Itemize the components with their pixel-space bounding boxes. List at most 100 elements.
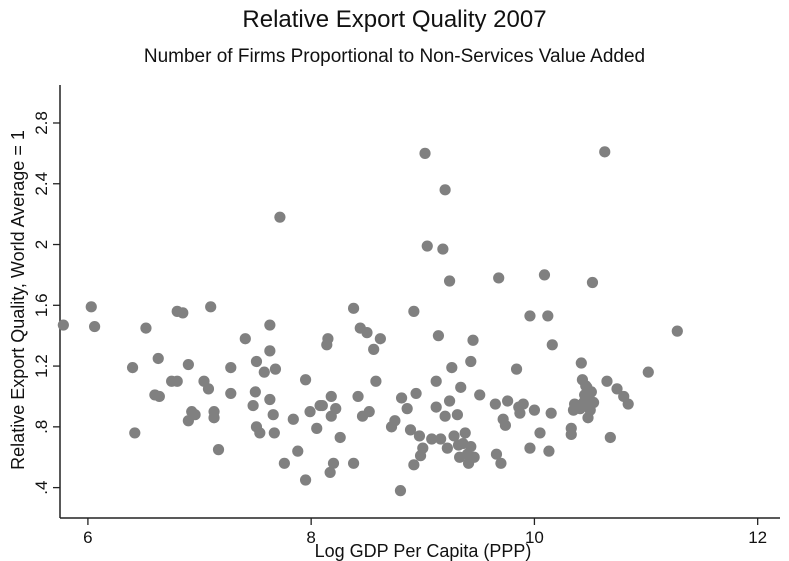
- data-point: [249, 386, 261, 398]
- data-point: [430, 401, 442, 413]
- data-point: [426, 433, 438, 445]
- data-point: [611, 383, 623, 395]
- data-point: [543, 445, 555, 457]
- data-point: [347, 457, 360, 469]
- data-point: [443, 275, 456, 287]
- data-point: [347, 302, 360, 314]
- data-point: [419, 147, 431, 159]
- data-point: [468, 451, 480, 463]
- data-point: [493, 272, 505, 284]
- data-point: [177, 307, 189, 319]
- data-point: [432, 330, 445, 342]
- data-point: [671, 325, 683, 337]
- data-point: [268, 427, 280, 439]
- data-point: [152, 352, 164, 365]
- data-point: [622, 398, 634, 410]
- data-point: [140, 322, 152, 334]
- data-point: [316, 399, 328, 412]
- data-point: [225, 387, 237, 400]
- data-point: [642, 366, 654, 378]
- data-point: [368, 343, 380, 355]
- data-point: [212, 444, 225, 456]
- data-point: [269, 363, 282, 375]
- data-point: [311, 422, 323, 434]
- data-point: [439, 184, 451, 196]
- y-axis-title: Relative Export Quality, World Average =…: [8, 130, 28, 470]
- data-point: [443, 395, 456, 407]
- data-point: [225, 361, 237, 374]
- data-point: [330, 403, 342, 415]
- data-point: [389, 415, 401, 427]
- data-point: [599, 146, 611, 158]
- data-point: [517, 398, 529, 410]
- data-point: [502, 395, 514, 407]
- data-point: [430, 375, 442, 387]
- data-point: [85, 301, 97, 313]
- data-point: [524, 442, 536, 454]
- data-point: [171, 375, 183, 387]
- data-point: [489, 398, 501, 410]
- data-point: [374, 333, 386, 345]
- data-point: [264, 393, 276, 406]
- data-point: [413, 430, 426, 442]
- y-tick-label: .8: [32, 420, 51, 434]
- data-point: [435, 433, 447, 445]
- data-point: [451, 409, 463, 421]
- data-point: [446, 361, 458, 374]
- data-point: [324, 466, 336, 479]
- data-point: [448, 430, 460, 442]
- data-point: [182, 358, 194, 371]
- data-point: [410, 387, 422, 400]
- y-tick-label: 2: [32, 240, 51, 249]
- data-point: [189, 409, 201, 421]
- data-point: [585, 386, 597, 398]
- data-point: [254, 427, 266, 439]
- data-point: [247, 399, 259, 412]
- data-point: [278, 457, 290, 469]
- data-point: [250, 355, 263, 368]
- ticks: 6 8 10 12 .4 .8 1.2 1.6 2 2.4 2.8: [32, 111, 767, 547]
- chart-title: Relative Export Quality 2007: [242, 6, 547, 33]
- x-tick-label: 8: [306, 528, 315, 547]
- data-point: [287, 413, 299, 425]
- data-point: [258, 366, 270, 378]
- data-point: [514, 407, 526, 419]
- data-point: [126, 361, 139, 374]
- data-point: [334, 431, 346, 444]
- data-point: [601, 375, 613, 387]
- data-point: [459, 427, 471, 439]
- data-point: [299, 374, 312, 386]
- data-point: [439, 410, 451, 422]
- data-point: [352, 390, 364, 403]
- data-point: [417, 442, 429, 454]
- data-point: [510, 363, 523, 375]
- data-point: [153, 390, 165, 403]
- y-tick-label: .4: [32, 481, 51, 495]
- data-point: [267, 409, 279, 421]
- data-point: [205, 301, 217, 313]
- data-point: [264, 345, 276, 357]
- data-point: [327, 457, 340, 469]
- data-point: [304, 406, 316, 418]
- data-point: [490, 448, 503, 460]
- data-point: [299, 474, 312, 486]
- y-tick-label: 1.6: [32, 293, 51, 317]
- y-tick-label: 1.2: [32, 354, 51, 378]
- data-point: [325, 390, 337, 403]
- data-point: [408, 305, 420, 317]
- y-tick-label: 2.8: [32, 111, 51, 135]
- data-point: [394, 485, 407, 497]
- y-tick-label: 2.4: [32, 172, 51, 196]
- data-point: [292, 445, 304, 457]
- data-point: [565, 428, 577, 441]
- data-point: [322, 333, 334, 345]
- data-point: [408, 459, 420, 471]
- data-point: [455, 381, 467, 393]
- data-point: [528, 404, 541, 416]
- x-axis-title: Log GDP Per Capita (PPP): [315, 541, 532, 561]
- axes: [59, 85, 780, 519]
- data-point: [575, 357, 587, 369]
- data-point: [542, 310, 554, 322]
- data-point: [467, 334, 479, 346]
- data-point: [363, 406, 375, 418]
